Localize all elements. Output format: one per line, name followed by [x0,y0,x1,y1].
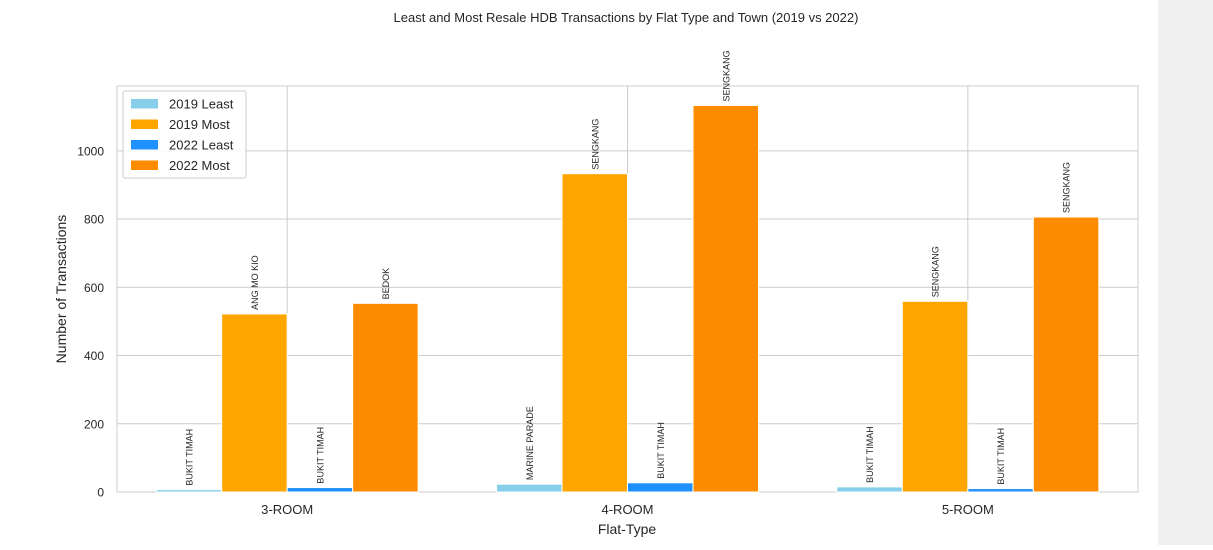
legend-swatch [131,99,158,109]
y-axis-label: Number of Transactions [53,215,69,364]
bar-town-label: SENGKANG [721,50,731,101]
legend-swatch [131,140,158,150]
bars [155,104,1100,493]
legend-label: 2022 Least [169,138,234,153]
bar [627,482,694,493]
legend: 2019 Least 2019 Most 2022 Least 2022 Most [122,90,247,179]
bar [561,173,628,493]
bar-town-label: SENGKANG [1062,162,1072,213]
legend-label: 2022 Most [169,158,230,173]
legend-swatch [131,160,158,170]
bar [1032,216,1100,493]
bar [352,302,419,493]
bar [901,300,969,493]
side-panel [1158,0,1213,545]
bar-town-label: SENGKANG [931,246,941,297]
x-tick-label: 4-ROOM [602,502,654,517]
y-tick-label: 600 [84,281,104,295]
chart: Least and Most Resale HDB Transactions b… [53,10,1139,537]
bar-town-label: MARINE PARADE [525,406,535,480]
bar [496,483,563,493]
y-tick-label: 800 [84,213,104,227]
bar [155,489,223,493]
y-tick-labels: 0 200 400 600 800 1000 [77,144,104,499]
y-tick-label: 0 [97,486,104,500]
bar-town-label: BUKIT TIMAH [656,422,666,479]
bar [692,104,759,493]
bar-town-label: BUKIT TIMAH [315,427,325,484]
legend-label: 2019 Most [169,117,230,132]
bar-town-label: SENGKANG [590,119,600,170]
chart-title: Least and Most Resale HDB Transactions b… [394,10,859,25]
x-axis-label: Flat-Type [598,521,657,537]
bar [221,313,288,493]
bar-chart: Least and Most Resale HDB Transactions b… [53,10,1139,537]
bar [286,487,354,493]
y-tick-label: 200 [84,417,104,431]
bar [967,488,1034,493]
legend-box [122,90,247,179]
y-tick-label: 400 [84,349,104,363]
x-tick-labels: 3-ROOM 4-ROOM 5-ROOM [261,502,994,517]
bar-town-label: BEDOK [381,268,391,300]
y-tick-label: 1000 [77,144,104,158]
bar-town-label: ANG MO KIO [250,255,260,310]
bar-town-label: BUKIT TIMAH [184,429,194,486]
legend-swatch [131,119,158,129]
x-tick-label: 5-ROOM [942,502,994,517]
x-tick-label: 3-ROOM [261,502,313,517]
legend-label: 2019 Least [169,97,234,112]
bar-town-label: BUKIT TIMAH [996,428,1006,485]
bar-town-label: BUKIT TIMAH [865,426,875,483]
bar-town-labels: BUKIT TIMAH MARINE PARADE BUKIT TIMAH ANG M… [184,50,1071,485]
bar [836,486,903,493]
